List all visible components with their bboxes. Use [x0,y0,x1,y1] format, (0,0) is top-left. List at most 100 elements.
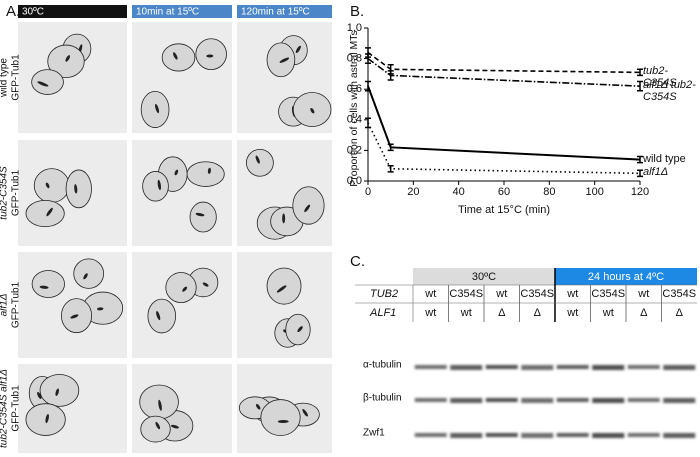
lane-genotype: wt [424,288,436,300]
row-label: GFP-Tub1 [11,385,22,432]
blot-band [663,433,696,438]
spindle [182,286,188,292]
blot-band [592,398,625,403]
y-tick-label: 0.0 [347,175,362,187]
y-axis-title: Proportion of cells with astral MTs [348,30,360,186]
cell [31,270,65,298]
spindle [70,314,79,319]
blot-band [450,365,483,370]
cell [147,298,177,334]
spindle [206,54,214,58]
blot-band [592,433,625,438]
spindle [255,155,260,164]
row-label: GFP-Tub1 [11,281,22,328]
cell [142,171,169,202]
blot-band [556,365,589,369]
spindle [96,307,104,311]
x-tick-label: 20 [407,186,419,198]
gene-label: TUB2 [370,288,398,300]
panel-label: C. [350,253,365,270]
series-line [367,122,641,175]
series-label-text: tub2-C354S [643,65,677,90]
spindle [302,408,308,417]
x-axis-title: Time at 15°C (min) [458,204,550,216]
spindle [297,326,303,333]
blot-band [485,398,518,402]
spindle [174,169,179,176]
error-bar [637,68,643,77]
series-label-text: wild type [643,152,686,165]
x-tick-label: 40 [453,186,465,198]
spindle [310,107,315,114]
spindle [282,213,286,224]
micrograph [132,252,232,358]
blot-band [485,433,518,437]
spindle [157,179,161,191]
y-tick-label: 1.0 [347,22,362,34]
blot-band [414,398,447,402]
spindle [156,311,161,321]
spindle [279,57,290,63]
cell [140,415,171,443]
series-label: wild type [643,152,686,165]
condition-header-bg [555,268,697,285]
column-header: 120min at 15ºC [241,7,310,18]
column-header-bg [18,5,127,18]
gene-label: ALF1 [369,307,396,319]
blot-band [414,365,447,369]
blot-band [450,398,483,403]
lane-genotype: Δ [534,307,542,319]
series-label-text: alf1Δ [643,166,669,179]
cell [161,43,196,72]
cell [39,374,80,407]
lane-genotype: Δ [498,307,506,319]
series-label: alf1Δ tub2-C354S [643,79,696,104]
panel-label: A. [6,3,20,20]
blot-band [627,365,660,369]
spindle [207,167,211,174]
spindle [74,184,78,194]
error-bar [365,117,371,129]
cell [266,42,296,78]
series-label-text: alf1Δ tub2-C354S [643,79,696,104]
cell [31,69,64,95]
error-bar [387,143,394,152]
spindle [255,403,261,410]
row-label: GFP-Tub1 [11,54,22,101]
blot-band [663,398,696,403]
spindle [45,182,50,189]
row-label: wild type [0,58,10,98]
lane-genotype: C354S [449,288,483,300]
column-header: 10min at 15ºC [136,7,199,18]
lane-genotype: wt [424,307,436,319]
cell [189,201,217,233]
blot-label: β-tubulin [363,393,402,404]
blot-band [627,398,660,402]
x-tick-label: 60 [498,186,510,198]
cell [260,399,301,436]
spindle [39,285,49,289]
error-bar [387,164,394,173]
blot-band [663,365,696,370]
cell [65,169,92,209]
lane-genotype: wt [495,288,507,300]
blot-band [556,398,589,402]
blot-label: Zwf1 [363,428,385,439]
error-bar [637,155,643,164]
x-tick-label: 0 [365,186,371,198]
cell [73,258,105,289]
error-bar [637,169,643,178]
blot-band [485,365,518,369]
cell [245,148,274,177]
cell [195,38,227,70]
cell [186,161,225,187]
spindle [295,45,301,54]
lane-genotype: C354S [662,288,696,300]
lane-genotype: Δ [640,307,648,319]
blot-label: α-tubulin [363,360,402,371]
blot-band [627,433,660,437]
y-tick-label: 0.2 [347,144,362,156]
condition-header-bg [413,268,555,285]
